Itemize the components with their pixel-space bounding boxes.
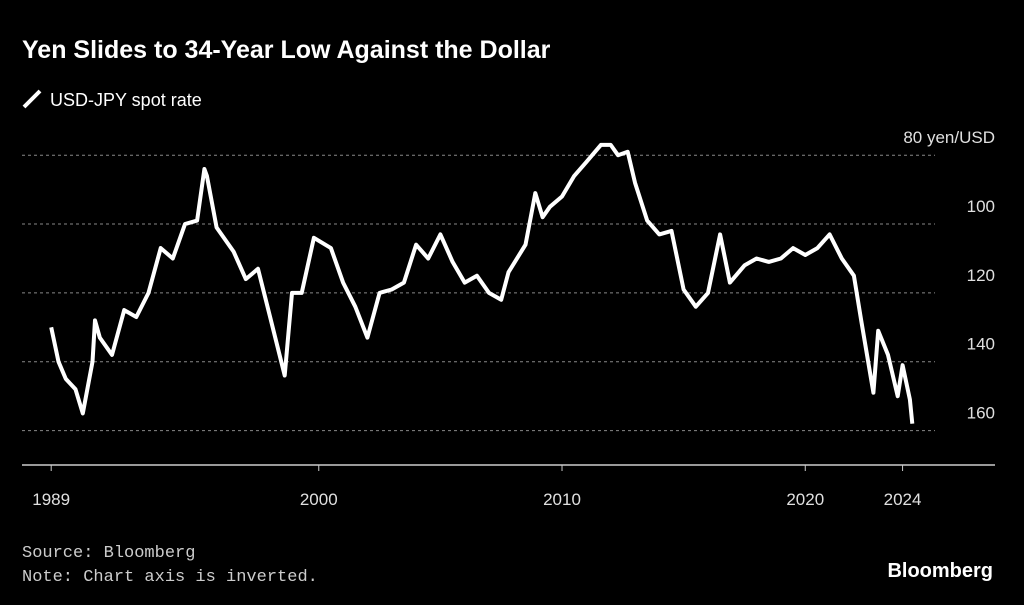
- series-line: [49, 142, 915, 424]
- source: Source: Bloomberg: [22, 544, 195, 563]
- note: Note: Chart axis is inverted.: [22, 568, 318, 587]
- legend-label: USD-JPY spot rate: [50, 90, 202, 110]
- brand-logo: Bloomberg: [887, 560, 993, 582]
- y-tick-label: 160: [967, 404, 995, 423]
- y-tick-label: 120: [967, 266, 995, 285]
- legend-swatch: [22, 89, 42, 109]
- x-tick-label: 1989: [32, 490, 70, 509]
- x-tick-label: 2020: [786, 490, 824, 509]
- y-tick-label: 140: [967, 335, 995, 354]
- x-tick-label: 2010: [543, 490, 581, 509]
- y-tick-label: 80 yen/USD: [903, 128, 995, 147]
- chart-title: Yen Slides to 34-Year Low Against the Do…: [22, 36, 551, 64]
- x-tick-label: 2000: [300, 490, 338, 509]
- y-tick-label: 100: [967, 197, 995, 216]
- x-tick-label: 2024: [884, 490, 922, 509]
